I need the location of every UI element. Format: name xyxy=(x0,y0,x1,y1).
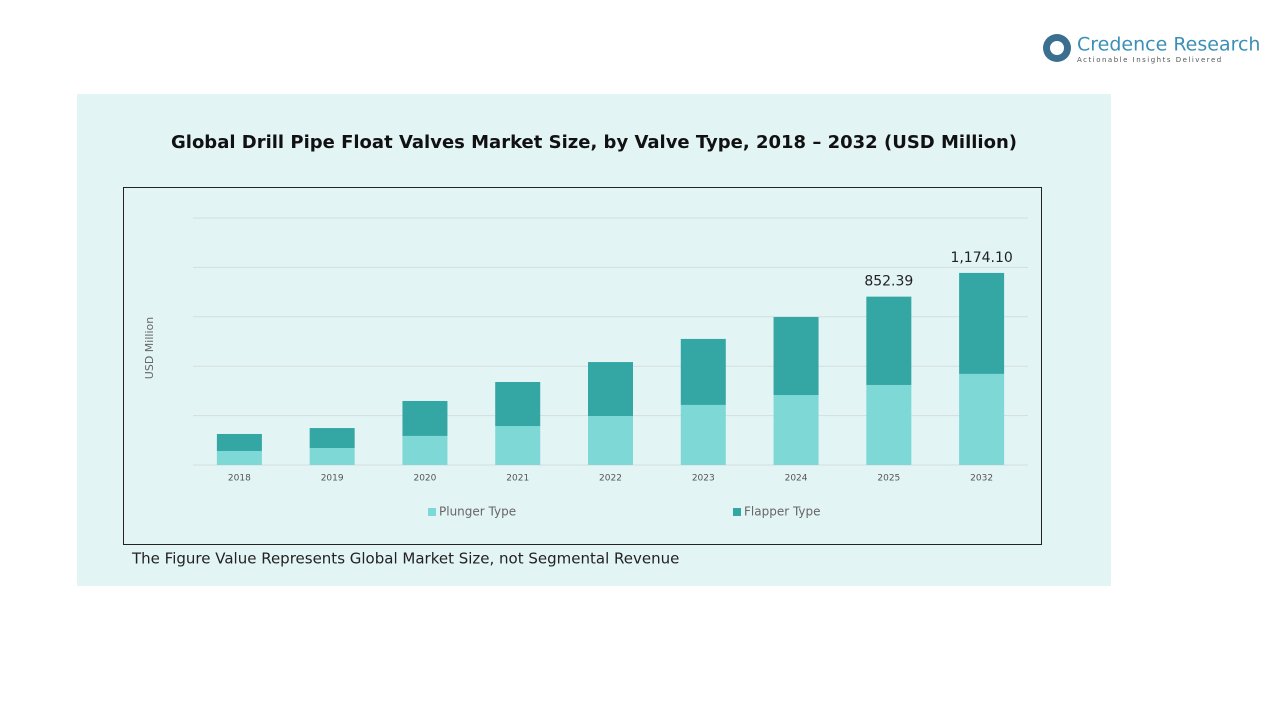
chart-title: Global Drill Pipe Float Valves Market Si… xyxy=(171,132,1017,153)
bar-segment xyxy=(495,426,541,465)
x-tick-label: 2032 xyxy=(970,474,993,484)
bar-segment xyxy=(866,296,912,385)
legend-label: Plunger Type xyxy=(439,505,516,519)
x-tick-label: 2020 xyxy=(413,474,436,484)
bar-segment xyxy=(216,433,262,451)
bar-segment xyxy=(959,272,1005,374)
brand-name: Credence Research xyxy=(1077,34,1260,56)
bar-segment xyxy=(402,400,448,436)
bar-segment xyxy=(309,428,355,449)
x-tick-label: 2021 xyxy=(506,474,529,484)
legend-swatch xyxy=(733,508,741,516)
bar-segment xyxy=(402,435,448,465)
bar-segment xyxy=(588,362,633,416)
legend-swatch xyxy=(428,508,436,516)
bar-segment xyxy=(773,316,819,396)
bar-segment xyxy=(959,373,1005,465)
bar-segment xyxy=(680,404,726,465)
bar-segment xyxy=(680,338,726,405)
bar-segment xyxy=(773,395,819,465)
x-tick-label: 2024 xyxy=(785,474,808,484)
x-tick-label: 2019 xyxy=(321,474,344,484)
x-tick-label: 2018 xyxy=(228,474,251,484)
x-tick-label: 2023 xyxy=(692,474,715,484)
bar-segment xyxy=(588,415,633,465)
footnote: The Figure Value Represents Global Marke… xyxy=(131,550,679,568)
bar-segment xyxy=(216,450,262,465)
logo-icon-inner xyxy=(1050,41,1064,55)
chart-frame xyxy=(123,187,1042,545)
brand-tagline: Actionable Insights Delivered xyxy=(1077,56,1223,64)
total-label: 1,174.10 xyxy=(950,250,1012,266)
bar-segment xyxy=(866,384,912,465)
total-label: 852.39 xyxy=(864,274,913,290)
panel xyxy=(77,94,1111,586)
logo: Credence Research Actionable Insights De… xyxy=(1043,34,1260,64)
x-tick-label: 2022 xyxy=(599,474,622,484)
y-axis-label: USD Million xyxy=(143,317,156,379)
x-tick-label: 2025 xyxy=(877,474,900,484)
bar-segment xyxy=(309,448,355,465)
bar-segment xyxy=(495,382,541,427)
legend-label: Flapper Type xyxy=(744,505,821,519)
